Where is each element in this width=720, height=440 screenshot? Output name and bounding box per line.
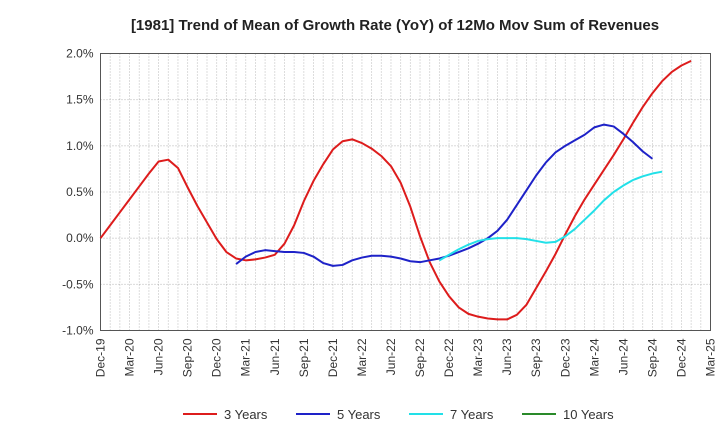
series-line-3-years xyxy=(99,59,692,321)
y-tick-label: 1.5% xyxy=(66,93,94,107)
x-tick-label: Dec-24 xyxy=(674,338,688,377)
y-tick-label: 1.0% xyxy=(66,139,94,153)
y-tick-label: 0.0% xyxy=(66,231,94,245)
legend: 3 Years 5 Years 7 Years 10 Years xyxy=(183,407,614,422)
grid xyxy=(100,53,711,331)
x-tick-label: Mar-22 xyxy=(355,338,369,376)
y-tick-label: 0.5% xyxy=(66,185,94,199)
y-axis: -1.0% -0.5% 0.0% 0.5% 1.0% 1.5% 2.0% xyxy=(62,47,94,338)
x-tick-label: Sep-23 xyxy=(529,338,543,377)
x-tick-label: Dec-21 xyxy=(326,338,340,377)
x-tick-label: Sep-21 xyxy=(297,338,311,377)
x-tick-label: Jun-21 xyxy=(268,338,282,375)
legend-label-10-years: 10 Years xyxy=(563,407,614,422)
x-tick-label: Mar-21 xyxy=(239,338,253,376)
x-tick-label: Dec-22 xyxy=(442,338,456,377)
x-tick-label: Sep-20 xyxy=(181,338,195,377)
series-lines xyxy=(99,59,692,321)
x-tick-label: Dec-19 xyxy=(94,338,108,377)
legend-label-3-years: 3 Years xyxy=(224,407,268,422)
x-tick-label: Mar-24 xyxy=(587,338,601,376)
y-tick-label: -0.5% xyxy=(62,277,94,291)
legend-label-5-years: 5 Years xyxy=(337,407,381,422)
x-tick-label: Dec-20 xyxy=(210,338,224,377)
x-tick-label: Jun-22 xyxy=(384,338,398,375)
x-tick-label: Dec-23 xyxy=(558,338,572,377)
x-tick-label: Mar-23 xyxy=(471,338,485,376)
y-tick-label: -1.0% xyxy=(62,324,94,338)
y-tick-label: 2.0% xyxy=(66,47,94,61)
x-tick-label: Sep-24 xyxy=(645,338,659,377)
x-tick-label: Mar-25 xyxy=(704,338,718,376)
legend-label-7-years: 7 Years xyxy=(450,407,494,422)
x-tick-label: Mar-20 xyxy=(123,338,137,376)
x-tick-label: Jun-24 xyxy=(616,338,630,375)
x-tick-label: Sep-22 xyxy=(413,338,427,377)
x-axis: Dec-19 Mar-20 Jun-20 Sep-20 Dec-20 Mar-21 Jun-… xyxy=(94,338,718,377)
x-tick-label: Jun-23 xyxy=(500,338,514,375)
series-line-7-years xyxy=(438,170,663,262)
chart-title: [1981] Trend of Mean of Growth Rate (YoY… xyxy=(131,17,659,34)
plot-area-border xyxy=(100,53,711,331)
x-tick-label: Jun-20 xyxy=(152,338,166,375)
